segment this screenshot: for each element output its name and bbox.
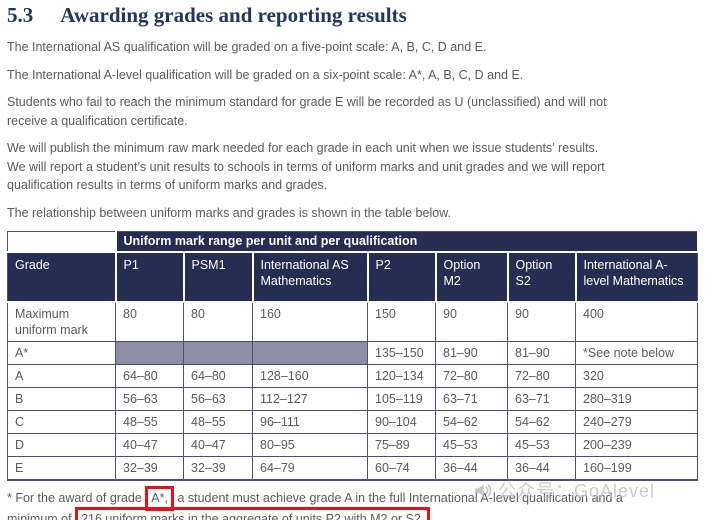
- column-header-international-as-mathematics: International AS Mathematics: [251, 251, 369, 303]
- table-cell: 45–53: [435, 433, 508, 457]
- column-header-p1: P1: [114, 251, 185, 303]
- table-cell: 64–79: [252, 456, 368, 481]
- table-cell: 36–44: [435, 456, 508, 481]
- table-cell: 90: [507, 301, 576, 342]
- table-row: E 32–39 32–39 64–79 60–74 36–44 36–44 160–199: [7, 456, 699, 481]
- table-cell: 63–71: [507, 387, 576, 411]
- table-cell: 54–62: [507, 410, 576, 434]
- annotation-box-aggregate-rule: 216 uniform marks in the aggregate of un…: [75, 507, 431, 520]
- table-cell: 120–134: [367, 364, 436, 388]
- table-row: Maximum uniform mark 80 80 160 150 90 90 400: [7, 301, 699, 342]
- paragraph-as-scale: The International AS qualification will …: [7, 40, 487, 54]
- footnote-mid: a student must achieve grade A in the fu…: [7, 491, 623, 520]
- footnote: * For the award of grade A*, a student m…: [7, 486, 698, 520]
- column-header-option-s2: Option S2: [506, 251, 577, 303]
- table-cell: 40–47: [183, 433, 253, 457]
- band-header-row: Uniform mark range per unit and per qual…: [7, 231, 699, 253]
- table-cell: 60–74: [367, 456, 436, 481]
- table-cell: 40–47: [115, 433, 184, 457]
- table-cell: 80: [183, 301, 253, 342]
- uniform-mark-table: Uniform mark range per unit and per qual…: [7, 231, 699, 481]
- table-cell: 32–39: [183, 456, 253, 481]
- table-cell: 45–53: [507, 433, 576, 457]
- table-cell: 320: [574, 364, 699, 388]
- table-cell: 90–104: [367, 410, 436, 434]
- table-cell: 128–160: [252, 364, 368, 388]
- footnote-pre: * For the award of grade: [7, 491, 146, 505]
- table-cell: 240–279: [574, 410, 699, 434]
- column-header-grade: Grade: [7, 251, 117, 303]
- table-header: Uniform mark range per unit and per qual…: [7, 231, 699, 303]
- table-cell: 150: [367, 301, 436, 342]
- table-cell: 63–71: [435, 387, 508, 411]
- table-cell: 81–90: [435, 341, 508, 365]
- table-row: A* 135–150 81–90 81–90 *See note below: [7, 341, 699, 365]
- column-header-psm1: PSM1: [182, 251, 254, 303]
- table-cell: 112–127: [252, 387, 368, 411]
- table-cell: 32–39: [115, 456, 184, 481]
- table-cell: 48–55: [115, 410, 184, 434]
- table-cell: 81–90: [507, 341, 576, 365]
- table-cell: 90: [435, 301, 508, 342]
- table-cell: 96–111: [252, 410, 368, 434]
- body-text: The International AS qualification will …: [7, 38, 698, 222]
- table-body: Maximum uniform mark 80 80 160 150 90 90 400 A* 1…: [7, 301, 699, 481]
- table-cell: 56–63: [115, 387, 184, 411]
- row-label: Maximum uniform mark: [7, 301, 116, 342]
- table-cell: 64–80: [115, 364, 184, 388]
- table-cell: 72–80: [507, 364, 576, 388]
- table-cell: 135–150: [367, 341, 436, 365]
- section-number: 5.3: [7, 3, 34, 27]
- table-cell: 80: [115, 301, 184, 342]
- column-header-international-a-level-mathematics: International A-level Mathematics: [574, 251, 698, 303]
- column-header-row: Grade P1 PSM1 International AS Mathematics P…: [7, 251, 698, 303]
- table-cell: 75–89: [367, 433, 436, 457]
- table-cell: 36–44: [507, 456, 576, 481]
- section-title: Awarding grades and reporting results: [60, 3, 407, 27]
- table-row: C 48–55 48–55 96–111 90–104 54–62 54–62 240–279: [7, 410, 699, 434]
- paragraph-unclassified: Students who fail to reach the minimum s…: [7, 95, 607, 128]
- table-row: D 40–47 40–47 80–95 75–89 45–53 45–53 200–239: [7, 433, 699, 457]
- row-label: E: [7, 456, 116, 481]
- table-cell: 200–239: [574, 433, 699, 457]
- paragraph-table-intro: The relationship between uniform marks a…: [7, 205, 452, 220]
- table-cell: 105–119: [367, 387, 436, 411]
- table-row: B 56–63 56–63 112–127 105–119 63–71 63–71 280–3…: [7, 387, 699, 411]
- table-corner-cell: [7, 231, 116, 252]
- row-label: C: [7, 410, 116, 434]
- row-label: A: [7, 364, 116, 388]
- table-cell: 160–199: [574, 456, 699, 481]
- band-header-cell: Uniform mark range per unit and per qual…: [114, 231, 699, 253]
- row-label: D: [7, 433, 116, 457]
- table-row: A 64–80 64–80 128–160 120–134 72–80 72–80 320: [7, 364, 699, 388]
- section-heading: 5.3 Awarding grades and reporting result…: [7, 3, 698, 28]
- shaded-cell: [183, 341, 253, 365]
- shaded-cell: [115, 341, 184, 365]
- table-cell: 72–80: [435, 364, 508, 388]
- shaded-cell: [252, 341, 368, 365]
- table-cell: 64–80: [183, 364, 253, 388]
- table-cell: 280–319: [574, 387, 699, 411]
- table-cell: 160: [252, 301, 368, 342]
- paragraph-reporting: We will publish the minimum raw mark nee…: [7, 141, 605, 192]
- row-label: A*: [7, 341, 116, 365]
- annotation-box-grade-a-star: A*,: [145, 486, 174, 511]
- table-cell: 54–62: [435, 410, 508, 434]
- table-cell: 80–95: [252, 433, 368, 457]
- table-cell: 400: [574, 301, 699, 342]
- row-label: B: [7, 387, 116, 411]
- paragraph-alevel-scale: The International A-level qualification …: [7, 67, 524, 82]
- table-cell: 56–63: [183, 387, 253, 411]
- table-cell: 48–55: [183, 410, 253, 434]
- column-header-option-m2: Option M2: [434, 251, 509, 303]
- table-cell: *See note below: [574, 341, 699, 365]
- column-header-p2: P2: [366, 251, 437, 303]
